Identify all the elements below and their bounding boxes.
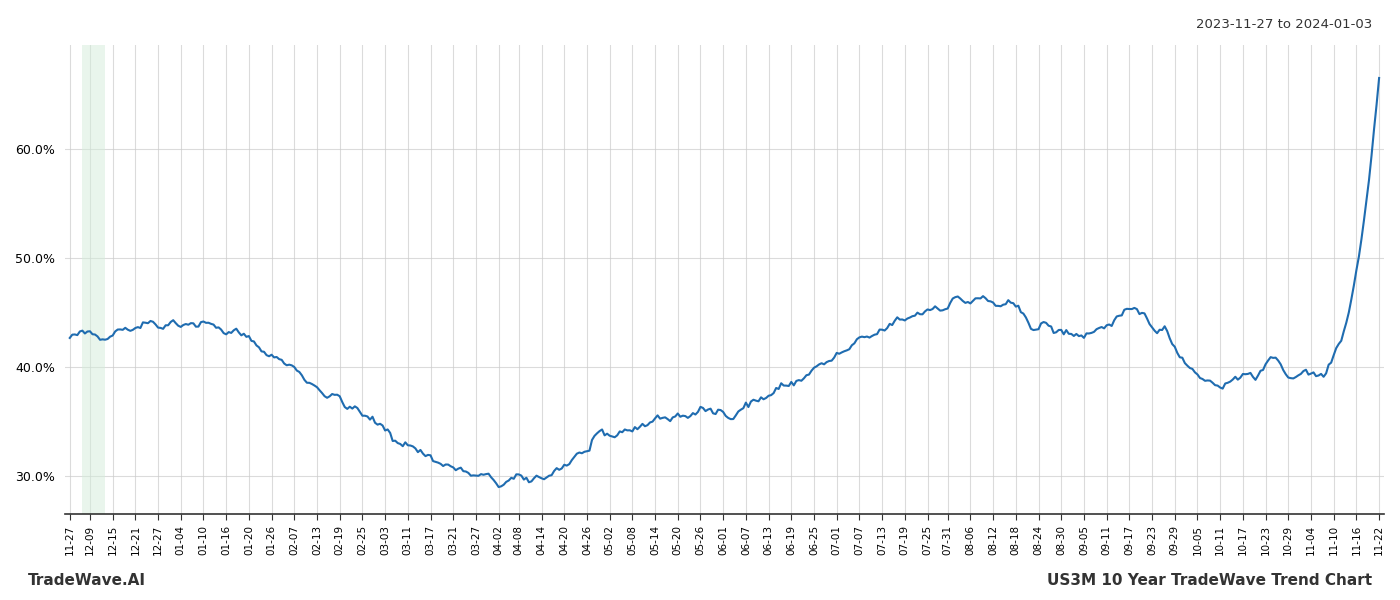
Bar bbox=[83, 45, 105, 514]
Text: US3M 10 Year TradeWave Trend Chart: US3M 10 Year TradeWave Trend Chart bbox=[1047, 573, 1372, 588]
Text: 2023-11-27 to 2024-01-03: 2023-11-27 to 2024-01-03 bbox=[1196, 18, 1372, 31]
Text: TradeWave.AI: TradeWave.AI bbox=[28, 573, 146, 588]
